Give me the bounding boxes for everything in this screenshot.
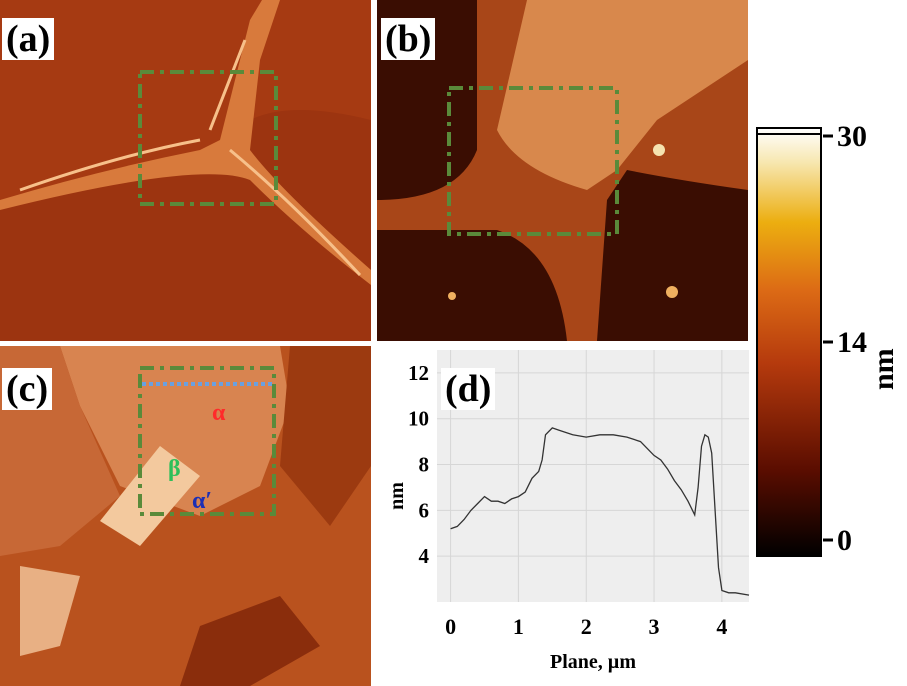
phase-label-beta: β [168,456,181,482]
y-tick-label: 4 [419,544,430,568]
y-axis-label: nm [386,482,408,510]
x-axis-label: Plane, µm [550,651,636,673]
panel-c-afm-image: (c) α β α′ [0,346,371,686]
x-tick-label: 4 [716,614,727,639]
profile-line [450,427,750,596]
colorbar-unit: nm [867,348,900,390]
y-tick-label: 6 [419,498,430,522]
panel-a-label: (a) [2,18,55,60]
y-tick-label: 8 [419,453,430,477]
phase-label-alpha: α [212,400,226,426]
colorbar-tick-14: 14 [837,326,867,359]
panel-d-profile-chart: 0 1 2 3 4 4 6 8 10 12 Plane, µm nm (d) [377,346,757,686]
y-tick-label: 10 [408,407,429,431]
colorbar-tick-0: 0 [837,524,852,557]
x-tick-label: 2 [581,614,592,639]
panel-b-label: (b) [381,18,436,60]
colorbar: 30 14 0 nm [755,120,907,560]
panel-b-topography [377,0,748,341]
x-tick-label: 3 [649,614,660,639]
y-tick-label: 12 [408,361,429,385]
colorbar-tick-30: 30 [837,120,867,153]
phase-label-alpha-prime: α′ [192,488,213,514]
panel-a-topography [0,0,371,341]
panel-d-label: (d) [441,368,496,410]
x-tick-label: 1 [513,614,524,639]
panel-c-label: (c) [2,368,53,410]
panel-c-topography [0,346,371,686]
x-tick-label: 0 [445,614,456,639]
panel-a-afm-image: (a) [0,0,371,341]
colorbar-gradient [756,127,833,557]
panel-b-afm-image: (b) [377,0,748,341]
